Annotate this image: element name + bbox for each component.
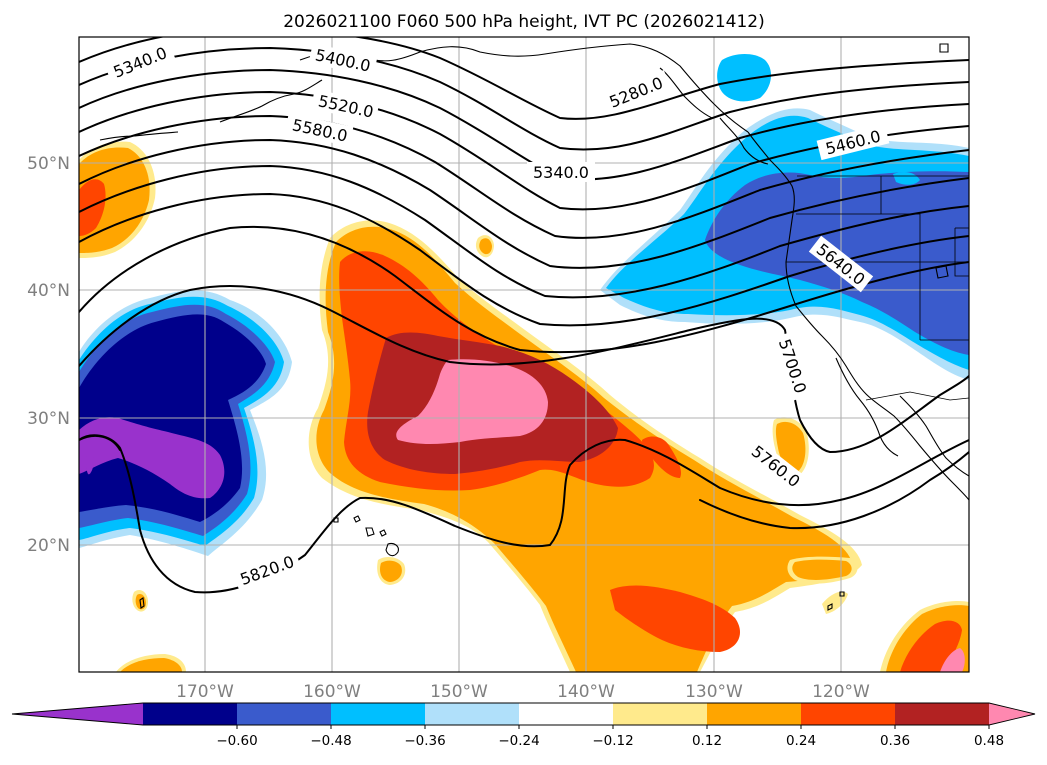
lon-label: 170°W (176, 682, 234, 702)
colorbar-tick-label: −0.36 (404, 733, 445, 749)
ivt-positive-shading (79, 141, 969, 672)
lat-label: 20°N (27, 536, 70, 556)
colorbar-tick-label: 0.24 (786, 733, 816, 749)
colorbar-tick-label: −0.24 (498, 733, 539, 749)
colorbar-tick-label: 0.48 (974, 733, 1004, 749)
figure-title: 2026021100 F060 500 hPa height, IVT PC (… (283, 12, 765, 32)
political-borders (786, 175, 969, 401)
colorbar-tick-label: 0.12 (692, 733, 722, 749)
colorbar-segment (707, 703, 802, 725)
colorbar-segment (425, 703, 520, 725)
colorbar-segment (801, 703, 896, 725)
lat-label: 40°N (27, 281, 70, 301)
lat-label: 50°N (27, 154, 70, 174)
lat-label: 30°N (27, 409, 70, 429)
lon-label: 120°W (812, 682, 870, 702)
colorbar-segment (237, 703, 332, 725)
height-contours (79, 37, 969, 594)
colorbar-tick-label: −0.12 (592, 733, 633, 749)
latitude-labels: 50°N 40°N 30°N 20°N (27, 154, 70, 556)
colorbar-segment (143, 703, 238, 725)
map-frame (78, 36, 970, 673)
contour-label: 5340.0 (533, 163, 589, 182)
map-area: 5340.0 5400.0 5520.0 5580.0 5280.0 5340.… (79, 37, 969, 672)
colorbar-segment (519, 703, 614, 725)
colorbar-segment (895, 703, 990, 725)
colorbar-segment (331, 703, 426, 725)
lon-label: 160°W (303, 682, 361, 702)
lon-label: 140°W (557, 682, 615, 702)
colorbar-segment (613, 703, 708, 725)
lon-label: 130°W (685, 682, 743, 702)
colorbar: −0.60 −0.48 −0.36 −0.24 −0.12 0.12 0.24 0.36 0.4… (11, 702, 1036, 749)
colorbar-tick-label: −0.48 (310, 733, 351, 749)
longitude-labels: 170°W 160°W 150°W 140°W 130°W 120°W (176, 682, 870, 702)
colorbar-tick-label: 0.36 (880, 733, 910, 749)
colorbar-outline (11, 702, 1036, 726)
colorbar-extend-min (12, 703, 143, 725)
colorbar-tick-label: −0.60 (216, 733, 257, 749)
lon-label: 150°W (430, 682, 488, 702)
colorbar-extend-max (989, 703, 1035, 725)
